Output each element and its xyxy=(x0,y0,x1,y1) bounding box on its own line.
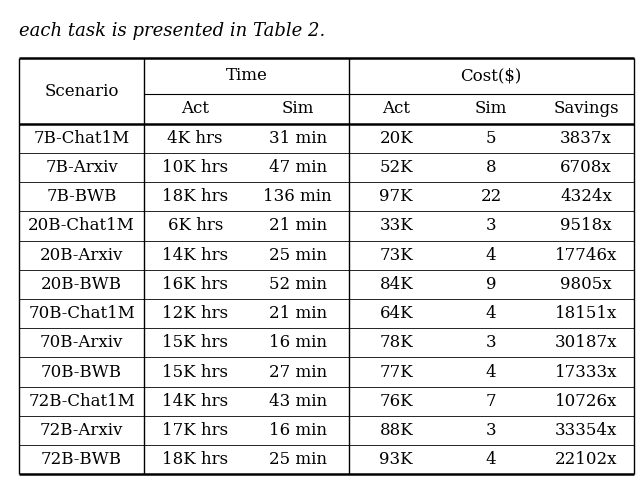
Text: 70B-Arxiv: 70B-Arxiv xyxy=(40,335,124,351)
Text: 33K: 33K xyxy=(380,218,413,234)
Text: Act: Act xyxy=(181,100,209,117)
Text: 10K hrs: 10K hrs xyxy=(162,159,228,176)
Text: 6K hrs: 6K hrs xyxy=(168,218,223,234)
Text: 52 min: 52 min xyxy=(269,276,326,293)
Text: 43 min: 43 min xyxy=(269,393,326,410)
Text: 72B-Chat1M: 72B-Chat1M xyxy=(28,393,135,410)
Text: 27 min: 27 min xyxy=(269,364,326,380)
Text: 17K hrs: 17K hrs xyxy=(162,422,228,439)
Text: 21 min: 21 min xyxy=(269,218,326,234)
Text: 12K hrs: 12K hrs xyxy=(162,305,228,322)
Text: 9518x: 9518x xyxy=(561,218,612,234)
Text: 3: 3 xyxy=(486,422,497,439)
Text: 33354x: 33354x xyxy=(555,422,618,439)
Text: 78K: 78K xyxy=(380,335,413,351)
Text: 64K: 64K xyxy=(380,305,413,322)
Text: 6708x: 6708x xyxy=(560,159,612,176)
Text: 20K: 20K xyxy=(380,130,413,147)
Text: 84K: 84K xyxy=(380,276,413,293)
Text: 73K: 73K xyxy=(380,247,413,263)
Text: 15K hrs: 15K hrs xyxy=(162,335,228,351)
Text: 25 min: 25 min xyxy=(269,451,326,468)
Text: 20B-BWB: 20B-BWB xyxy=(41,276,122,293)
Text: 18151x: 18151x xyxy=(555,305,618,322)
Text: 18K hrs: 18K hrs xyxy=(162,188,228,205)
Text: 7B-Arxiv: 7B-Arxiv xyxy=(45,159,118,176)
Text: 76K: 76K xyxy=(380,393,413,410)
Text: 4324x: 4324x xyxy=(560,188,612,205)
Text: 9: 9 xyxy=(486,276,497,293)
Text: 4K hrs: 4K hrs xyxy=(168,130,223,147)
Text: 22: 22 xyxy=(481,188,502,205)
Text: 4: 4 xyxy=(486,451,497,468)
Text: 7: 7 xyxy=(486,393,497,410)
Text: 16 min: 16 min xyxy=(269,422,326,439)
Text: Sim: Sim xyxy=(475,100,508,117)
Text: 9805x: 9805x xyxy=(561,276,612,293)
Text: 88K: 88K xyxy=(380,422,413,439)
Text: 52K: 52K xyxy=(380,159,413,176)
Text: 25 min: 25 min xyxy=(269,247,326,263)
Text: each task is presented in Table 2.: each task is presented in Table 2. xyxy=(19,22,326,40)
Text: 7B-Chat1M: 7B-Chat1M xyxy=(33,130,130,147)
Text: Act: Act xyxy=(382,100,410,117)
Text: 4: 4 xyxy=(486,364,497,380)
Text: 14K hrs: 14K hrs xyxy=(162,393,228,410)
Text: 18K hrs: 18K hrs xyxy=(162,451,228,468)
Text: 16K hrs: 16K hrs xyxy=(162,276,228,293)
Text: 4: 4 xyxy=(486,305,497,322)
Text: 10726x: 10726x xyxy=(555,393,618,410)
Text: 21 min: 21 min xyxy=(269,305,326,322)
Text: 15K hrs: 15K hrs xyxy=(162,364,228,380)
Text: Cost($): Cost($) xyxy=(461,68,522,84)
Text: 31 min: 31 min xyxy=(269,130,326,147)
Text: 70B-BWB: 70B-BWB xyxy=(41,364,122,380)
Text: Scenario: Scenario xyxy=(44,83,119,99)
Text: 22102x: 22102x xyxy=(555,451,618,468)
Text: 17746x: 17746x xyxy=(555,247,618,263)
Text: 47 min: 47 min xyxy=(269,159,326,176)
Text: 7B-BWB: 7B-BWB xyxy=(47,188,116,205)
Text: 136 min: 136 min xyxy=(263,188,332,205)
Text: 3837x: 3837x xyxy=(560,130,612,147)
Text: 20B-Arxiv: 20B-Arxiv xyxy=(40,247,124,263)
Text: 70B-Chat1M: 70B-Chat1M xyxy=(28,305,135,322)
Text: 72B-Arxiv: 72B-Arxiv xyxy=(40,422,124,439)
Text: 72B-BWB: 72B-BWB xyxy=(41,451,122,468)
Text: 97K: 97K xyxy=(380,188,413,205)
Text: 3: 3 xyxy=(486,218,497,234)
Text: Time: Time xyxy=(225,68,268,84)
Text: 14K hrs: 14K hrs xyxy=(162,247,228,263)
Text: 3: 3 xyxy=(486,335,497,351)
Text: 8: 8 xyxy=(486,159,497,176)
Text: 16 min: 16 min xyxy=(269,335,326,351)
Text: 17333x: 17333x xyxy=(555,364,618,380)
Text: Sim: Sim xyxy=(282,100,314,117)
Text: 30187x: 30187x xyxy=(555,335,618,351)
Text: 5: 5 xyxy=(486,130,497,147)
Text: 77K: 77K xyxy=(380,364,413,380)
Text: Savings: Savings xyxy=(554,100,619,117)
Text: 93K: 93K xyxy=(380,451,413,468)
Text: 20B-Chat1M: 20B-Chat1M xyxy=(28,218,135,234)
Text: 4: 4 xyxy=(486,247,497,263)
